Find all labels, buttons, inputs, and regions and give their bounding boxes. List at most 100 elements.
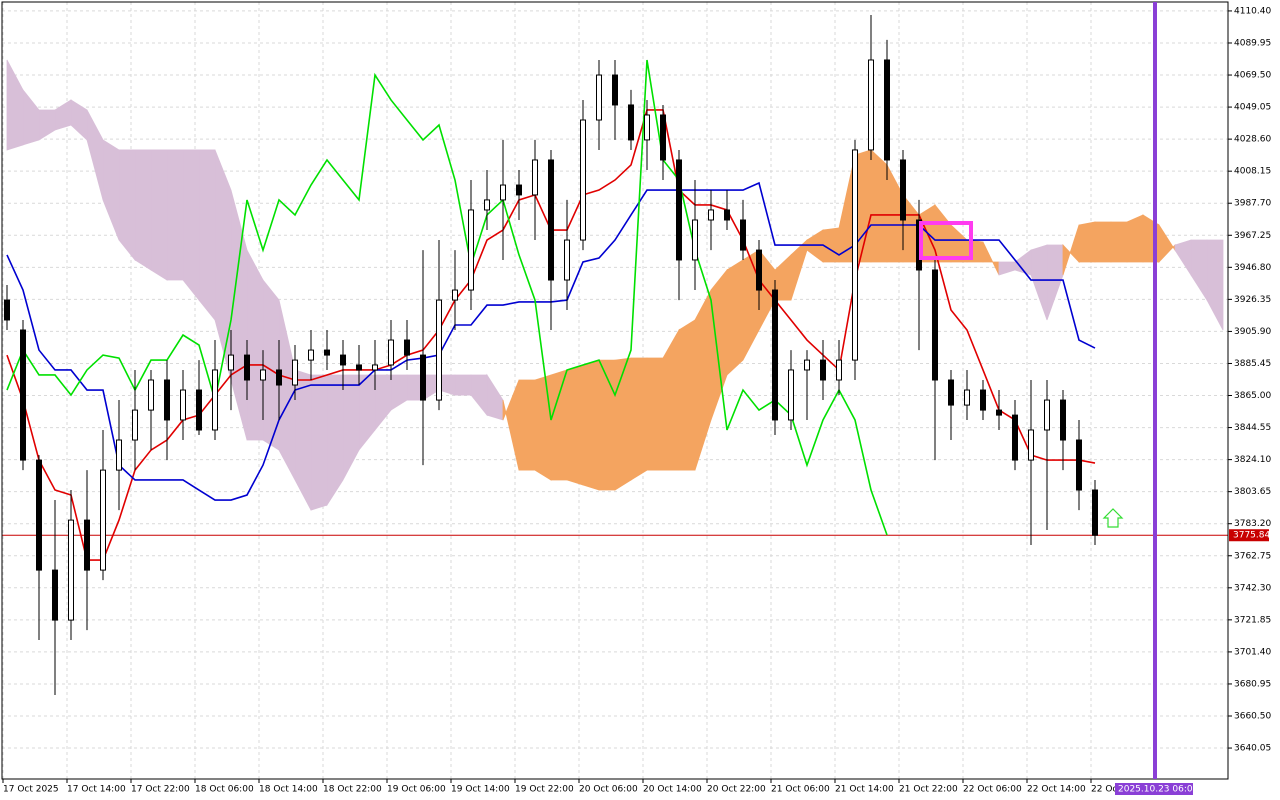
cloud-segment bbox=[454, 374, 472, 396]
x-tick-label: 17 Oct 22:00 bbox=[131, 785, 190, 795]
candle-body bbox=[676, 159, 682, 261]
candle-body bbox=[532, 159, 538, 196]
candle-body bbox=[276, 369, 282, 386]
candle-body bbox=[612, 74, 618, 106]
candle-body bbox=[1076, 439, 1082, 491]
candle-body bbox=[1060, 399, 1066, 441]
candle-body bbox=[260, 369, 266, 381]
y-tick-label: 4008.15 bbox=[1234, 167, 1271, 177]
y-tick-label: 3660.50 bbox=[1234, 712, 1271, 722]
cloud-segment bbox=[1094, 221, 1112, 263]
candle-body bbox=[724, 209, 730, 221]
cloud-segment bbox=[582, 359, 600, 491]
candle-body bbox=[20, 329, 26, 461]
x-tick-label: 21 Oct 06:00 bbox=[771, 785, 830, 795]
candle-body bbox=[452, 289, 458, 301]
cloud-segment bbox=[614, 357, 632, 491]
cloud-segment bbox=[518, 379, 536, 471]
candle-body bbox=[116, 439, 122, 471]
candle-body bbox=[1012, 414, 1018, 461]
x-tick-label: 22 Oct 14:00 bbox=[1027, 785, 1086, 795]
candle-body bbox=[196, 389, 202, 431]
y-tick-label: 3783.20 bbox=[1234, 519, 1271, 529]
cloud-segment bbox=[198, 149, 216, 322]
buy-arrow bbox=[1102, 508, 1124, 528]
cloud-segment bbox=[646, 357, 664, 471]
x-tick-label: 21 Oct 22:00 bbox=[899, 785, 958, 795]
x-tick-label: 17 Oct 2025 bbox=[3, 785, 59, 795]
y-tick-label: 3844.55 bbox=[1234, 423, 1271, 433]
cloud-segment bbox=[310, 374, 328, 511]
candle-body bbox=[68, 519, 74, 621]
x-tick-label: 18 Oct 06:00 bbox=[195, 785, 254, 795]
candle-body bbox=[36, 459, 42, 571]
y-tick-label: 3987.70 bbox=[1234, 199, 1271, 209]
candle-body bbox=[324, 349, 330, 356]
y-tick-label: 3640.05 bbox=[1234, 744, 1271, 754]
cloud-segment bbox=[598, 359, 616, 491]
candle-body bbox=[628, 104, 634, 141]
price-label: 3775.84 bbox=[1233, 531, 1270, 541]
cloud-segment bbox=[822, 227, 840, 263]
candle-body bbox=[708, 209, 714, 221]
y-tick-label: 4110.40 bbox=[1234, 6, 1271, 16]
cloud-segment bbox=[134, 149, 152, 271]
candle-body bbox=[740, 219, 746, 251]
candle-body bbox=[868, 59, 874, 151]
y-tick-label: 3803.65 bbox=[1234, 487, 1271, 497]
x-tick-label: 19 Oct 22:00 bbox=[515, 785, 574, 795]
y-tick-label: 3701.40 bbox=[1234, 647, 1271, 657]
candle-body bbox=[964, 389, 970, 406]
candle-body bbox=[980, 389, 986, 411]
candle-body bbox=[804, 359, 810, 371]
indicator-line bbox=[6, 59, 888, 536]
candle-body bbox=[404, 339, 410, 356]
candle-body bbox=[1044, 399, 1050, 431]
time-marker-label: 2025.10.23 06:00 bbox=[1118, 785, 1199, 795]
cloud-segment bbox=[1078, 221, 1096, 263]
y-tick-label: 4089.95 bbox=[1234, 38, 1271, 48]
candle-body bbox=[100, 469, 106, 571]
cloud-segment bbox=[1206, 239, 1224, 331]
candle-body bbox=[484, 199, 490, 211]
candle-body bbox=[1028, 429, 1034, 461]
candle-body bbox=[164, 379, 170, 421]
candle-body bbox=[500, 184, 506, 201]
candle-body bbox=[356, 364, 362, 371]
candle-body bbox=[772, 289, 778, 421]
candle-body bbox=[820, 359, 826, 381]
y-tick-label: 3762.75 bbox=[1234, 551, 1271, 561]
candle-body bbox=[884, 59, 890, 161]
cloud-segment bbox=[566, 364, 584, 486]
candle-body bbox=[996, 409, 1002, 416]
x-tick-label: 19 Oct 06:00 bbox=[387, 785, 446, 795]
x-tick-label: 17 Oct 14:00 bbox=[67, 785, 126, 795]
candle-body bbox=[308, 349, 314, 361]
y-tick-label: 4069.50 bbox=[1234, 71, 1271, 81]
cloud-segment bbox=[870, 149, 888, 263]
plot-frame bbox=[1, 1, 1229, 780]
cloud-segment bbox=[246, 249, 264, 441]
candle-body bbox=[900, 159, 906, 221]
candle-body bbox=[852, 149, 858, 361]
candle-body bbox=[420, 354, 426, 401]
y-tick-label: 3721.85 bbox=[1234, 615, 1271, 625]
cloud-segment bbox=[726, 259, 744, 376]
y-tick-label: 3742.30 bbox=[1234, 583, 1271, 593]
x-tick-label: 20 Oct 14:00 bbox=[643, 785, 702, 795]
y-tick-label: 3824.10 bbox=[1234, 455, 1271, 465]
candle-body bbox=[564, 239, 570, 281]
y-tick-label: 3946.80 bbox=[1234, 263, 1271, 273]
x-tick-label: 20 Oct 06:00 bbox=[579, 785, 638, 795]
candle-body bbox=[660, 114, 666, 161]
candle-body bbox=[836, 359, 842, 381]
x-tick-label: 21 Oct 14:00 bbox=[835, 785, 894, 795]
y-tick-label: 3905.90 bbox=[1234, 327, 1271, 337]
candle-body bbox=[228, 354, 234, 371]
highlight-box bbox=[919, 221, 973, 260]
candle-body bbox=[580, 119, 586, 241]
candle-body bbox=[468, 209, 474, 291]
plot-layers bbox=[2, 2, 1228, 779]
cloud-segment bbox=[182, 149, 200, 302]
